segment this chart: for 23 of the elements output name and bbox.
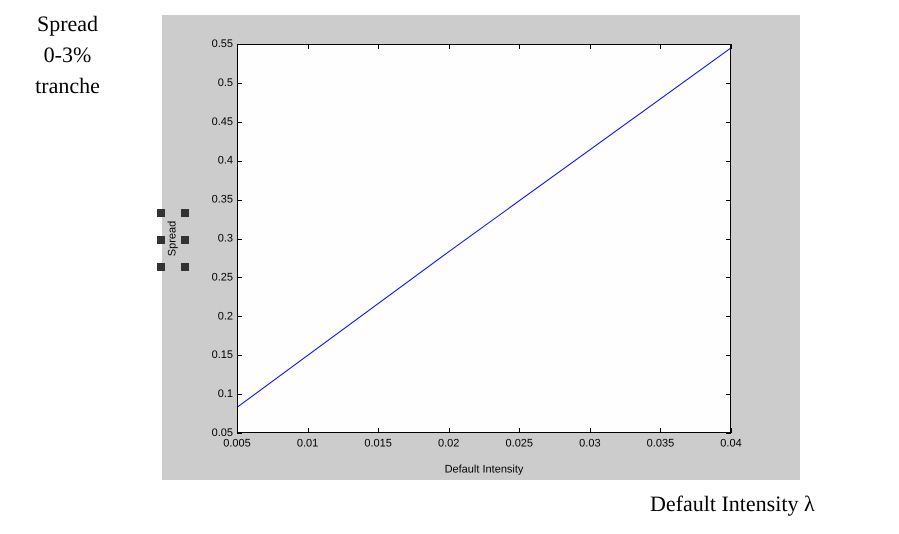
y-tick-label: 0.3	[218, 232, 233, 245]
x-tick-label: 0.03	[579, 438, 601, 450]
y-tick-label: 0.55	[212, 38, 233, 50]
y-tick-label: 0.35	[212, 194, 233, 206]
y-tick-label: 0.2	[218, 310, 233, 322]
x-tick-label: 0.04	[720, 438, 742, 450]
y-tick-label: 0.05	[212, 427, 233, 440]
text: Spread 0-3% tranche	[34, 10, 101, 100]
y-axis-title: Spread	[166, 220, 179, 256]
x-tick-label: 0.005	[223, 438, 251, 450]
y-tick-label: 0.25	[212, 271, 233, 284]
y-tick-label: 0.15	[212, 349, 233, 362]
x-tick-label: 0.025	[506, 438, 534, 450]
x-tick-label: 0.035	[646, 438, 674, 450]
y-tick-label: 0.5	[218, 76, 233, 89]
x-tick-label: 0.02	[438, 438, 460, 450]
x-axis-title: Default Intensity	[444, 463, 524, 476]
x-tick-label: 0.01	[296, 438, 318, 450]
y-tick-label: 0.1	[218, 388, 233, 400]
y-tick-label: 0.45	[212, 116, 233, 128]
x-tick-label: 0.015	[364, 438, 392, 450]
text: Default Intensity λ	[650, 490, 815, 518]
y-tick-label: 0.4	[218, 154, 233, 167]
